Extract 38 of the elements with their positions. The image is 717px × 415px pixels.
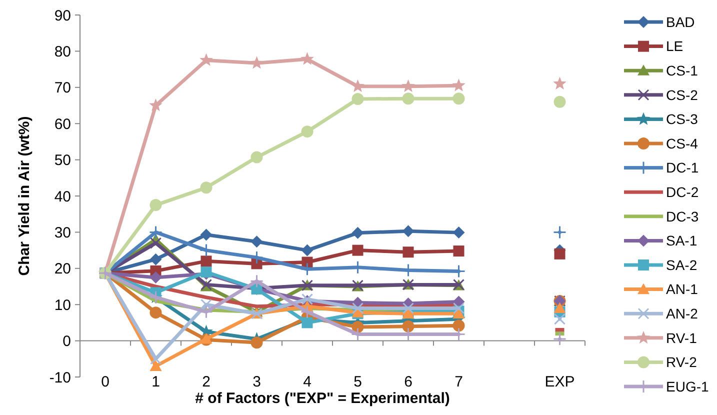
legend-label: BAD (666, 14, 695, 30)
x-tick-label: 3 (252, 373, 261, 390)
legend-label: DC-3 (666, 208, 699, 224)
x-tick-label: 2 (202, 373, 210, 390)
x-axis-title: # of Factors ("EXP" = Experimental) (195, 390, 450, 407)
legend-label: CS-2 (666, 86, 698, 103)
legend-label: DC-2 (666, 184, 699, 200)
legend-label: SA-2 (666, 256, 698, 273)
legend-label: CS-3 (666, 111, 698, 128)
y-tick-label: 10 (54, 296, 71, 314)
legend-label: RV-2 (666, 354, 698, 370)
y-tick-label: 90 (54, 7, 71, 24)
legend-label: DC-1 (666, 160, 699, 176)
x-tick-label: 1 (152, 373, 160, 390)
legend-label: CS-1 (666, 62, 698, 78)
x-tick-label: 5 (354, 373, 362, 390)
y-tick-label: 60 (54, 116, 71, 133)
y-tick-label: -10 (49, 369, 71, 386)
legend-label: AN-1 (666, 281, 698, 298)
y-tick-label: 80 (54, 43, 71, 60)
legend-label: RV-1 (666, 330, 698, 346)
x-tick-label: 6 (404, 373, 412, 390)
y-tick-label: 40 (54, 188, 71, 206)
legend-label: AN-2 (666, 306, 698, 322)
y-tick-label: 0 (62, 333, 71, 350)
y-tick-label: 50 (54, 152, 71, 170)
legend-label: EUG-1 (666, 378, 709, 394)
x-tick-label: 7 (454, 373, 463, 390)
legend-label: SA-1 (666, 232, 698, 249)
legend-label: CS-4 (666, 135, 698, 152)
x-tick-label: 0 (101, 373, 110, 390)
y-tick-label: 30 (54, 224, 71, 242)
legend-label: LE (666, 38, 684, 54)
y-axis-title: Char Yield in Air (wt%) (16, 116, 33, 276)
x-tick-label: 4 (303, 373, 312, 390)
y-tick-label: 70 (54, 80, 71, 97)
y-tick-label: 20 (54, 260, 71, 278)
x-tick-label: EXP (544, 373, 575, 390)
